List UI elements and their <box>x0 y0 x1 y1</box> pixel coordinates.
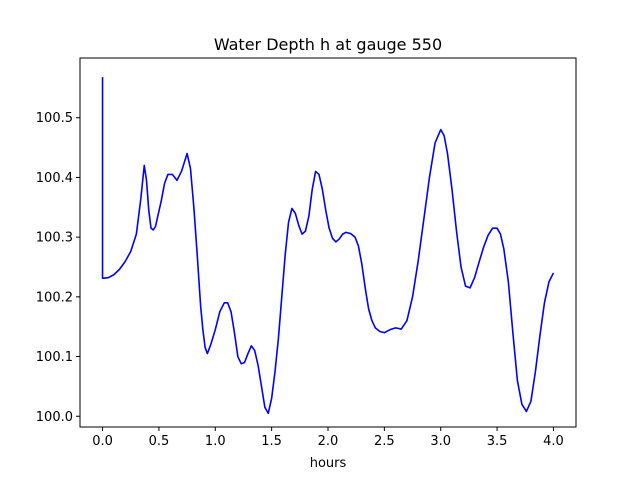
x-axis-label: hours <box>310 456 347 471</box>
x-tick-label: 2.5 <box>374 434 395 449</box>
x-tick-label: 0.0 <box>92 434 113 449</box>
y-tick-label: 100.4 <box>36 171 73 186</box>
y-tick-label: 100.0 <box>36 410 73 425</box>
x-axis-ticks: 0.0 0.5 1.0 1.5 2.0 2.5 3.0 3.5 4.0 <box>92 427 564 449</box>
y-tick-label: 100.5 <box>36 111 73 126</box>
x-tick-label: 3.5 <box>487 434 508 449</box>
y-axis-ticks: 100.0 100.1 100.2 100.3 100.4 100.5 <box>36 111 80 425</box>
x-tick-label: 3.0 <box>430 434 451 449</box>
y-tick-label: 100.3 <box>36 231 73 246</box>
series-line-0 <box>101 77 555 415</box>
y-tick-label: 100.2 <box>36 290 73 305</box>
chart-title: Water Depth h at gauge 550 <box>214 35 442 54</box>
y-tick-label: 100.1 <box>36 350 73 365</box>
x-tick-label: 0.5 <box>149 434 170 449</box>
x-tick-label: 2.0 <box>318 434 339 449</box>
x-tick-label: 4.0 <box>543 434 564 449</box>
x-tick-label: 1.0 <box>205 434 226 449</box>
x-tick-label: 1.5 <box>261 434 282 449</box>
